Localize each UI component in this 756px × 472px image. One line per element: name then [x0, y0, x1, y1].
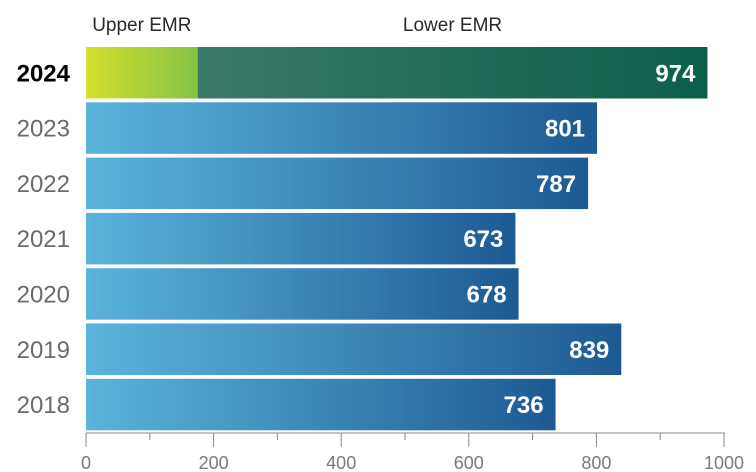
bar-2022: [86, 157, 589, 210]
category-label-2021: 2021: [17, 226, 70, 253]
category-label-2024: 2024: [17, 60, 71, 87]
value-label-2023: 801: [545, 116, 585, 143]
value-label-2019: 839: [569, 337, 609, 364]
value-label-2024: 974: [655, 60, 696, 87]
bar-2018: [86, 378, 556, 431]
category-label-2022: 2022: [17, 171, 70, 198]
segment-label-upper-emr: Upper EMR: [92, 15, 191, 36]
x-tick-label-400: 400: [326, 453, 356, 472]
bar-2024-segment-upper-emr: [86, 47, 198, 99]
bar-2019: [86, 323, 622, 375]
bar-2020: [86, 268, 519, 320]
bar-2024-segment-lower-emr: [197, 47, 708, 99]
value-label-2020: 678: [467, 281, 507, 308]
x-tick-label-0: 0: [81, 453, 91, 472]
x-tick-label-1000: 1000: [704, 453, 744, 472]
value-label-2018: 736: [504, 392, 544, 419]
x-tick-label-200: 200: [199, 453, 229, 472]
bar-2023: [86, 102, 598, 154]
category-label-2018: 2018: [17, 392, 70, 419]
segment-label-lower-emr: Lower EMR: [403, 15, 502, 36]
category-label-2023: 2023: [17, 116, 70, 143]
value-label-2021: 673: [463, 226, 503, 253]
category-label-2019: 2019: [17, 337, 70, 364]
value-label-2022: 787: [536, 171, 576, 198]
bar-2021: [86, 212, 516, 265]
x-tick-label-600: 600: [454, 453, 484, 472]
x-tick-label-800: 800: [581, 453, 611, 472]
category-label-2020: 2020: [17, 281, 70, 308]
